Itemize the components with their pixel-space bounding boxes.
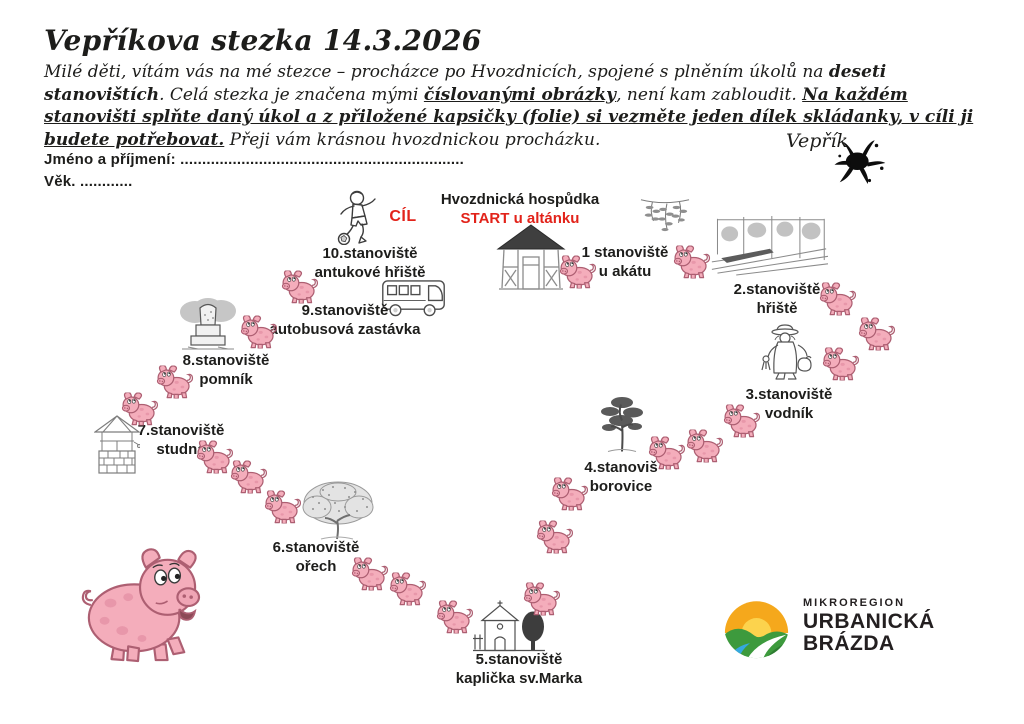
trail-pig-marker bbox=[819, 283, 857, 316]
station-number-label: 5.stanoviště bbox=[475, 651, 563, 668]
trail-pig-marker bbox=[389, 573, 427, 606]
trail-pig-marker bbox=[196, 441, 234, 474]
trail-pig-marker bbox=[536, 521, 574, 554]
station-label-borovice: 4.stanoviš borovice bbox=[584, 458, 657, 496]
station-label-u-akatu: 1 stanoviště u akátu bbox=[582, 243, 669, 281]
trail-pig-marker bbox=[281, 271, 319, 304]
intro-segment: deseti stanovištích bbox=[44, 62, 887, 105]
intro-segment: Přeji vám krásnou hvozdnickou procházku. bbox=[224, 129, 601, 150]
intro-segment: Na každém stanovišti splňte daný úkol a … bbox=[44, 84, 974, 150]
station-label-pomnik: 8.stanoviště pomník bbox=[183, 351, 270, 389]
station-label-autobusova-zastavka: 9.stanoviště autobusová zastávka bbox=[270, 301, 421, 339]
station-place-label: autobusová zastávka bbox=[269, 321, 421, 338]
monument-drawing bbox=[178, 297, 238, 352]
station-label-kaplicka-sv-marka: 5.stanoviště kaplička sv.Marka bbox=[456, 650, 582, 688]
big-pig-mascot bbox=[76, 546, 206, 666]
start-point-label: START u altánku bbox=[460, 210, 580, 227]
station-label-hriste: 2.stanoviště hřiště bbox=[734, 280, 821, 318]
station-place-label: ořech bbox=[295, 558, 337, 575]
station-place-label: antukové hřiště bbox=[314, 264, 426, 281]
station-place-label: kaplička sv.Marka bbox=[455, 670, 583, 687]
trail-pig-marker bbox=[523, 583, 561, 616]
age-field-line: Věk. ............ bbox=[44, 173, 133, 190]
trail-pig-marker bbox=[559, 256, 597, 289]
station-place-label: borovice bbox=[589, 478, 653, 495]
station-number-label: 10.stanoviště bbox=[322, 245, 418, 262]
footballer-drawing bbox=[332, 190, 378, 245]
trail-pig-marker bbox=[240, 316, 278, 349]
trail-pig-marker bbox=[723, 405, 761, 438]
gazebo-drawing bbox=[496, 223, 566, 291]
trail-pig-marker bbox=[121, 393, 159, 426]
trail-pig-marker bbox=[822, 348, 860, 381]
trail-pig-marker bbox=[648, 437, 686, 470]
trail-pig-marker bbox=[673, 246, 711, 279]
trail-pig-marker bbox=[156, 366, 194, 399]
playground-drawing bbox=[710, 214, 828, 278]
trail-pig-marker bbox=[264, 491, 302, 524]
intro-segment: , není kam zabloudit. bbox=[616, 84, 803, 105]
signature-text: Vepřík bbox=[786, 130, 849, 152]
acacia-drawing bbox=[636, 194, 694, 244]
start-label: Hvozdnická hospůdka START u altánku bbox=[441, 190, 599, 228]
station-number-label: 7.stanoviště bbox=[137, 422, 225, 439]
station-place-label: pomník bbox=[199, 371, 253, 388]
intro-segment: Milé děti, vítám vás na mé stezce – proc… bbox=[44, 62, 829, 82]
station-number-label: 8.stanoviště bbox=[182, 352, 270, 369]
station-number-label: 2.stanoviště bbox=[733, 281, 821, 298]
station-number-label: 1 stanoviště bbox=[581, 244, 669, 261]
station-number-label: 9.stanoviště bbox=[301, 302, 389, 319]
intro-segment: číslovanými obrázky bbox=[423, 84, 617, 105]
trail-pig-marker bbox=[230, 461, 268, 494]
page-title: Vepříkova stezka 14.3.2026 bbox=[44, 24, 482, 57]
station-number-label: 4.stanoviš bbox=[584, 459, 658, 476]
station-place-label: hřiště bbox=[756, 300, 798, 317]
trail-pig-marker bbox=[436, 601, 474, 634]
station-label-studna: 7.stanoviště studna bbox=[138, 421, 225, 459]
logo-name-line2: BRÁZDA bbox=[803, 631, 895, 655]
pine-drawing bbox=[595, 394, 649, 455]
station-label-vodnik: 3.stanoviště vodník bbox=[746, 385, 833, 423]
start-venue-label: Hvozdnická hospůdka bbox=[440, 191, 600, 208]
trail-pig-marker bbox=[351, 558, 389, 591]
walnut-drawing bbox=[299, 479, 377, 541]
trail-pig-marker bbox=[551, 478, 589, 511]
intro-segment: . Celá stezka je značena mými bbox=[159, 84, 424, 105]
station-label-orech: 6.stanoviště ořech bbox=[273, 538, 360, 576]
trail-pig-marker bbox=[686, 430, 724, 463]
station-number-label: 3.stanoviště bbox=[745, 386, 833, 403]
station-place-label: vodník bbox=[764, 405, 814, 422]
logo-text-block: MIKROREGION URBANICKÁ BRÁZDA bbox=[803, 597, 935, 655]
logo-emblem-icon bbox=[723, 592, 790, 659]
finish-label: CÍL bbox=[389, 208, 417, 225]
logo-region-label: MIKROREGION bbox=[803, 596, 906, 609]
name-field-line: Jméno a příjmení: ......................… bbox=[44, 151, 465, 168]
mikroregion-logo: MIKROREGION URBANICKÁ BRÁZDA bbox=[723, 592, 935, 659]
trail-pig-marker bbox=[858, 318, 896, 351]
station-number-label: 6.stanoviště bbox=[272, 539, 360, 556]
intro-paragraph: Milé děti, vítám vás na mé stezce – proc… bbox=[44, 61, 992, 151]
logo-name-line1: URBANICKÁ bbox=[803, 609, 935, 633]
station-place-label: studna bbox=[156, 441, 206, 458]
vodnik-drawing bbox=[757, 323, 819, 380]
station-label-antukove-hriste: 10.stanoviště antukové hřiště bbox=[315, 244, 426, 282]
station-place-label: u akátu bbox=[598, 263, 652, 280]
